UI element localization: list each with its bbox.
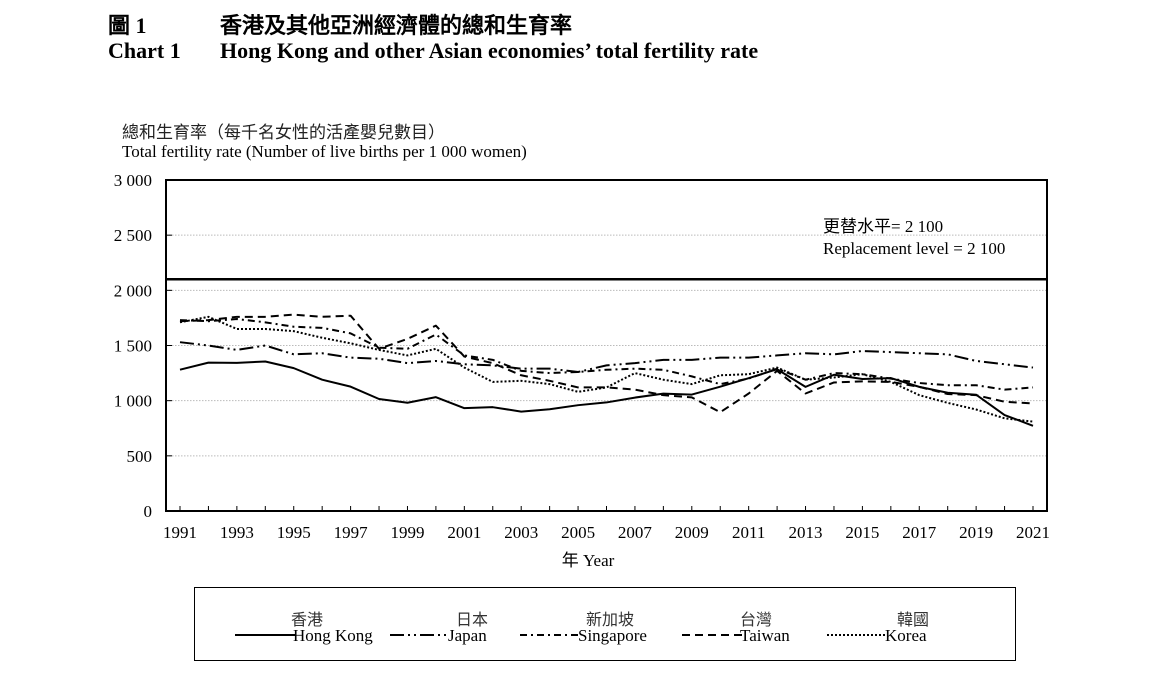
x-tick-label: 2005 — [561, 523, 595, 542]
x-tick-label: 1999 — [390, 523, 424, 542]
x-tick-label: 1997 — [334, 523, 369, 542]
chart-number-zh: 圖 1 — [108, 13, 147, 38]
series-lines — [179, 313, 1034, 427]
x-tick-label: 2017 — [902, 523, 937, 542]
y-tick-label: 1 500 — [114, 337, 152, 356]
legend-label-en: Korea — [885, 626, 927, 645]
series-line-hong-kong — [179, 360, 1034, 427]
chart-title-zh: 圖 1 香港及其他亞洲經濟體的總和生育率 — [108, 8, 572, 40]
replacement-label-zh: 更替水平= 2 100 — [823, 217, 943, 236]
y-tick-label: 0 — [144, 502, 153, 521]
x-tick-label: 2015 — [845, 523, 879, 542]
y-tick-label: 3 000 — [114, 171, 152, 190]
y-ticks: 0 500 1 000 1 500 2 000 2 500 3 000 — [114, 171, 172, 521]
y-tick-label: 1 000 — [114, 392, 152, 411]
gridlines — [166, 234, 1047, 457]
legend-swatch — [390, 634, 450, 636]
legend-swatch — [827, 634, 887, 636]
title-zh-text: 香港及其他亞洲經濟體的總和生育率 — [220, 13, 573, 38]
legend-label-zh: 韓國 — [897, 612, 930, 629]
legend-label-en: Taiwan — [740, 626, 790, 645]
chart-number-en: Chart 1 — [108, 38, 181, 63]
x-tick-label: 1991 — [163, 523, 197, 542]
y-axis-label-zh: 總和生育率（每千名女性的活產嬰兒數目） — [122, 123, 445, 142]
legend-swatch — [520, 634, 580, 636]
legend-label-zh: 日本 — [456, 612, 489, 629]
x-tick-label: 2013 — [789, 523, 823, 542]
y-tick-label: 2 500 — [114, 226, 152, 245]
legend-label-zh: 新加坡 — [586, 612, 635, 629]
x-tick-label: 1993 — [220, 523, 254, 542]
x-tick-label: 1995 — [277, 523, 311, 542]
x-tick-label: 2009 — [675, 523, 709, 542]
legend-label-zh: 香港 — [291, 612, 324, 629]
legend-label-en: Japan — [448, 626, 487, 645]
replacement-label-en: Replacement level = 2 100 — [823, 239, 1005, 258]
legend-swatch — [235, 634, 295, 636]
x-tick-label: 2011 — [732, 523, 765, 542]
x-tick-label: 2001 — [447, 523, 481, 542]
title-en-text: Hong Kong and other Asian economies’ tot… — [220, 38, 759, 63]
chart-title-en: Chart 1 Hong Kong and other Asian economi… — [108, 38, 758, 64]
legend: 香港 Hong Kong 日本 Japan 新加坡 Singapore 台灣 Taiwan 韓國… — [194, 587, 1016, 661]
y-axis-label-en: Total fertility rate (Number of live bir… — [122, 142, 527, 161]
series-line-singapore — [179, 318, 1034, 391]
series-line-taiwan — [179, 313, 1034, 414]
x-tick-label: 2007 — [618, 523, 653, 542]
x-tick-label: 2019 — [959, 523, 993, 542]
series-line-japan — [179, 341, 1034, 373]
x-axis-label: 年 Year — [562, 551, 615, 570]
legend-label-zh: 台灣 — [740, 612, 773, 629]
x-tick-label: 2021 — [1016, 523, 1050, 542]
legend-label-en: Singapore — [578, 626, 647, 645]
legend-label-en: Hong Kong — [293, 626, 373, 645]
x-tick-label: 2003 — [504, 523, 538, 542]
y-tick-label: 2 000 — [114, 281, 152, 300]
y-tick-label: 500 — [127, 447, 153, 466]
legend-swatch — [682, 634, 742, 636]
replacement-level: 更替水平= 2 100 Replacement level = 2 100 — [166, 217, 1047, 281]
x-ticks: 1991 1993 1995 1997 1999 2001 2003 2005 2007 2009… — [163, 506, 1050, 542]
